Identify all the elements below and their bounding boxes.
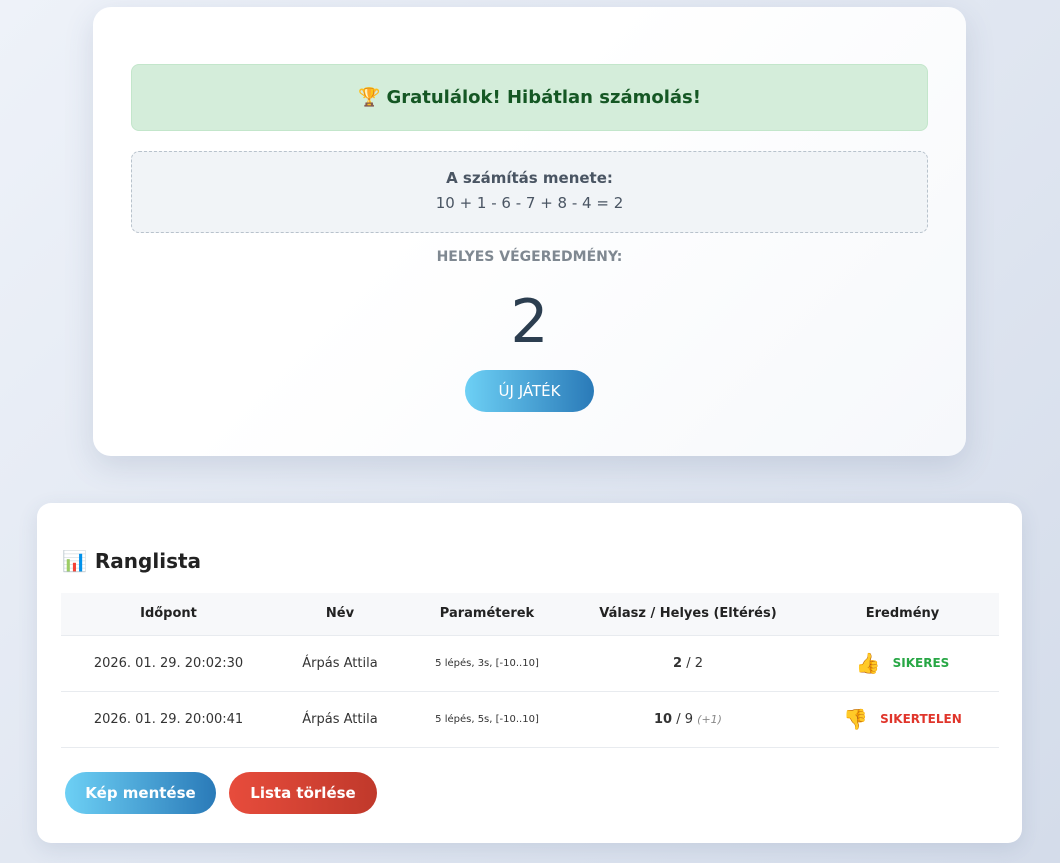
leaderboard-card: 📊 Ranglista Időpont Név Paraméterek Vála… [37, 503, 1022, 843]
bar-chart-icon: 📊 [62, 549, 87, 573]
correct-value: / 2 [682, 655, 703, 671]
result-badge: SIKERES [892, 656, 950, 670]
params-cell: 5 lépés, 5s, [-10..10] [404, 690, 570, 748]
time-cell: 2026. 01. 29. 20:00:41 [61, 690, 276, 748]
column-header: Eredmény [806, 593, 999, 635]
answer-cell: 2 / 2 [570, 634, 806, 691]
thumbs-up-icon: 👍 [855, 651, 881, 675]
calculation-steps: A számítás menete: 10 + 1 - 6 - 7 + 8 - … [131, 151, 928, 233]
column-header: Paraméterek [404, 593, 570, 635]
success-text: Gratulálok! Hibátlan számolás! [386, 87, 701, 108]
params-cell: 5 lépés, 3s, [-10..10] [404, 634, 570, 691]
column-header: Időpont [61, 593, 276, 635]
leaderboard-title-text: Ranglista [94, 549, 202, 573]
name-cell: Árpás Attila [276, 690, 404, 748]
time-cell: 2026. 01. 29. 20:02:30 [61, 634, 276, 691]
correct-result-label: HELYES VÉGEREDMÉNY: [436, 249, 623, 265]
steps-expression: 10 + 1 - 6 - 7 + 8 - 4 = 2 [435, 194, 624, 212]
trophy-icon: 🏆 [358, 87, 381, 108]
steps-title: A számítás menete: [446, 169, 613, 187]
answer-cell: 10 / 9 (+1) [570, 690, 806, 748]
result-cell: 👎 SIKERTELEN [806, 690, 999, 748]
difference-value: (+1) [697, 712, 722, 726]
correct-value: / 9 [672, 711, 698, 727]
correct-result-value: 2 [510, 287, 549, 357]
save-image-button[interactable]: Kép mentése [65, 772, 216, 814]
table-row: 2026. 01. 29. 20:00:41 Árpás Attila 5 lé… [61, 690, 999, 748]
column-header: Név [276, 593, 404, 635]
result-badge: SIKERTELEN [880, 712, 962, 726]
success-banner: 🏆 Gratulálok! Hibátlan számolás! [131, 64, 928, 131]
result-cell: 👍 SIKERES [806, 634, 999, 691]
column-header: Válasz / Helyes (Eltérés) [570, 593, 806, 635]
clear-list-button[interactable]: Lista törlése [229, 772, 377, 814]
table-row: 2026. 01. 29. 20:02:30 Árpás Attila 5 lé… [61, 634, 999, 691]
answer-value: 10 [654, 711, 673, 727]
result-card: 🏆 Gratulálok! Hibátlan számolás! A számí… [93, 7, 966, 456]
answer-value: 2 [673, 655, 683, 671]
leaderboard-title: 📊 Ranglista [62, 549, 201, 573]
new-game-button[interactable]: ÚJ JÁTÉK [465, 370, 594, 412]
name-cell: Árpás Attila [276, 634, 404, 691]
leaderboard-table: Időpont Név Paraméterek Válasz / Helyes … [61, 593, 999, 748]
thumbs-down-icon: 👎 [843, 707, 869, 731]
